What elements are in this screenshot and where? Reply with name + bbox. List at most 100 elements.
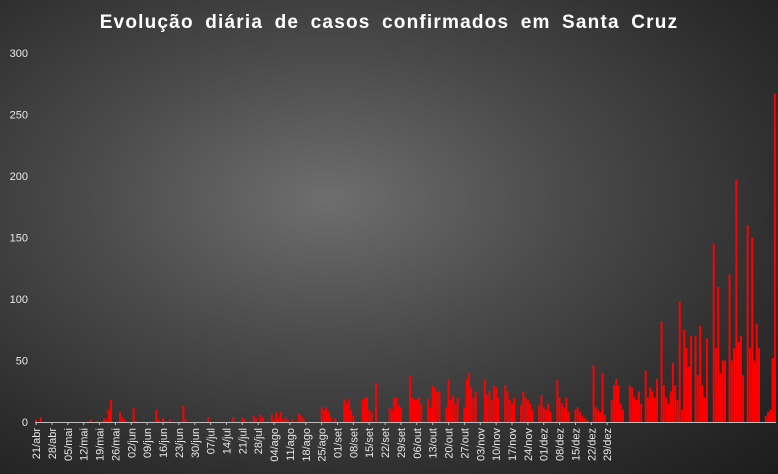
- bar: [486, 394, 489, 422]
- bar: [696, 375, 699, 422]
- bar: [576, 407, 579, 422]
- bar: [656, 378, 659, 422]
- bar: [454, 403, 457, 422]
- bar: [748, 348, 751, 422]
- bar: [270, 414, 273, 422]
- bar: [259, 414, 262, 422]
- bar: [671, 362, 674, 422]
- bar: [449, 399, 452, 422]
- bar: [254, 418, 257, 422]
- bar: [284, 417, 287, 422]
- bar: [164, 420, 167, 422]
- bar: [495, 387, 498, 422]
- bar: [753, 360, 756, 422]
- bar: [132, 407, 135, 422]
- bar: [526, 399, 529, 422]
- x-tick-label: 23/jun: [174, 428, 186, 458]
- x-tick-label: 21/abr: [31, 428, 43, 460]
- bar: [241, 417, 244, 422]
- y-tick-label: 0: [22, 417, 28, 429]
- bar: [703, 397, 706, 422]
- bar: [758, 348, 760, 422]
- bar: [728, 274, 731, 422]
- x-tick-label: 28/abr: [47, 428, 59, 460]
- bar: [531, 409, 534, 422]
- bar: [644, 370, 647, 422]
- bar: [105, 419, 108, 422]
- bar: [334, 418, 337, 422]
- y-axis-ticks: 0 50 100 150 200 250 300: [10, 48, 28, 429]
- bar: [649, 387, 652, 422]
- bar: [463, 407, 466, 422]
- bar: [456, 397, 459, 422]
- y-tick-label: 100: [10, 294, 28, 306]
- bar: [452, 394, 455, 422]
- bar: [678, 301, 681, 422]
- bar: [669, 391, 672, 422]
- x-tick-label: 03/nov: [475, 428, 487, 462]
- bar: [243, 419, 246, 422]
- bar: [395, 397, 398, 422]
- bar: [433, 387, 436, 422]
- bar: [347, 398, 350, 422]
- bar: [635, 399, 638, 422]
- bar: [739, 335, 742, 422]
- bar: [286, 419, 289, 422]
- x-tick-label: 08/set: [348, 428, 360, 458]
- bar: [279, 412, 282, 422]
- x-tick-label: 22/set: [380, 428, 392, 458]
- bar: [610, 399, 613, 422]
- bar: [712, 243, 715, 422]
- x-tick-label: 28/jul: [253, 428, 265, 454]
- bar: [585, 419, 588, 422]
- x-tick-label: 25/ago: [317, 428, 329, 462]
- bar: [109, 399, 112, 422]
- bar: [472, 397, 475, 422]
- bar: [345, 403, 348, 422]
- bar: [273, 419, 276, 422]
- bar: [631, 387, 634, 422]
- bar: [162, 418, 165, 422]
- bar: [592, 365, 595, 422]
- bar: [413, 399, 416, 422]
- x-tick-label: 12/mai: [79, 428, 91, 461]
- x-tick-label: 13/out: [428, 428, 440, 459]
- bar: [325, 407, 328, 422]
- bar: [579, 412, 581, 422]
- bar: [89, 419, 92, 422]
- bar: [363, 397, 366, 422]
- bar: [615, 378, 618, 422]
- bar: [431, 385, 434, 422]
- y-tick-label: 300: [10, 48, 28, 60]
- bar: [633, 397, 636, 422]
- bar: [368, 409, 371, 422]
- bar: [298, 413, 300, 422]
- bar: [252, 415, 255, 422]
- bar: [513, 397, 516, 422]
- bar: [594, 407, 597, 422]
- x-tick-label: 09/jun: [142, 428, 154, 458]
- bar: [773, 93, 776, 422]
- bar: [612, 385, 615, 422]
- bar: [667, 403, 670, 422]
- bar: [599, 412, 602, 422]
- x-tick-label: 19/mai: [95, 428, 107, 461]
- bar: [563, 407, 566, 422]
- bar: [560, 403, 563, 422]
- bar: [680, 409, 683, 422]
- x-tick-label: 18/ago: [301, 428, 313, 462]
- bar: [737, 342, 740, 422]
- bar: [699, 326, 702, 422]
- bar: [429, 407, 432, 422]
- bar: [393, 397, 396, 422]
- bar: [474, 391, 477, 422]
- x-tick-label: 29/dez: [602, 428, 614, 461]
- y-tick-label: 250: [10, 110, 28, 122]
- bar: [365, 397, 368, 422]
- x-axis-ticks: 21/abr 28/abr 05/mai 12/mai 19/mai 26/mai 02/j…: [31, 422, 614, 462]
- bar: [556, 380, 559, 422]
- bar: [567, 412, 570, 422]
- x-tick-label: 30/jun: [190, 428, 202, 458]
- bar: [674, 385, 677, 422]
